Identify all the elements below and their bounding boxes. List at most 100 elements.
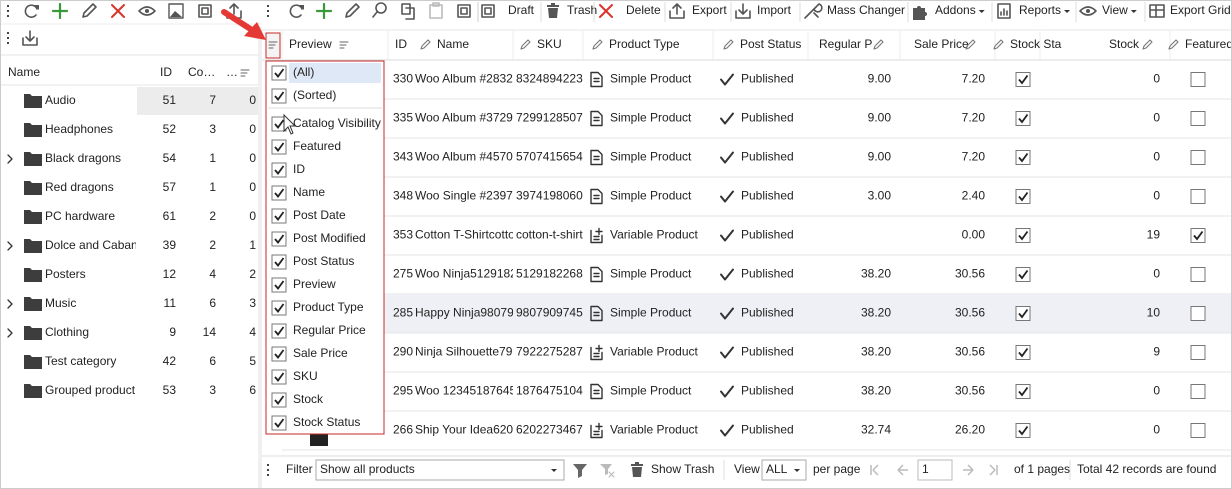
checkbox-mark[interactable] [274, 234, 285, 244]
category-name[interactable]: Audio [45, 93, 76, 107]
checkbox-mark[interactable] [274, 418, 285, 428]
refresh-icon[interactable] [289, 4, 303, 18]
checkbox-mark[interactable] [274, 188, 285, 198]
checkbox-mark[interactable] [1018, 347, 1029, 358]
grid-column-header[interactable]: Stock [1109, 37, 1140, 51]
checkbox-mark[interactable] [274, 303, 285, 313]
checkbox-mark[interactable] [1018, 269, 1029, 280]
category-name[interactable]: Music [45, 296, 76, 310]
x-icon[interactable] [111, 4, 125, 18]
box-icon[interactable] [457, 4, 471, 18]
category-name[interactable]: Dolce and Caban [45, 238, 138, 252]
column-menu-item[interactable]: Name [293, 185, 325, 199]
eye-icon[interactable] [1079, 6, 1097, 16]
pager-button[interactable] [963, 464, 974, 476]
eye-icon[interactable] [138, 6, 156, 16]
view-value[interactable]: ALL [766, 462, 788, 476]
trash-icon[interactable] [547, 3, 559, 18]
import-icon[interactable] [22, 30, 38, 46]
puzzle-icon[interactable] [913, 6, 927, 20]
grid-column-header[interactable]: Post Status [740, 37, 801, 51]
column-menu-item[interactable]: Stock [293, 392, 324, 406]
grid-column-header[interactable]: Sale Price [914, 37, 969, 51]
checkbox-mark[interactable] [274, 68, 285, 78]
column-menu-item[interactable]: Featured [293, 139, 341, 153]
checkbox-mark[interactable] [274, 119, 285, 129]
checkbox-mark[interactable] [274, 211, 285, 221]
grid-column-header[interactable]: Name [437, 37, 469, 51]
column-menu-item[interactable]: SKU [293, 369, 318, 383]
checkbox-mark[interactable] [274, 142, 285, 152]
pager-button[interactable] [870, 464, 879, 476]
toolbar-button[interactable]: Reports [1019, 3, 1061, 17]
checkbox-mark[interactable] [274, 326, 285, 336]
checkbox-mark[interactable] [274, 257, 285, 267]
toolbar-button[interactable]: Draft [508, 3, 535, 17]
pencil-icon[interactable] [345, 3, 360, 18]
checkbox-mark[interactable] [1193, 230, 1204, 241]
grid-column-header[interactable]: ID [395, 37, 407, 51]
image-icon[interactable] [168, 3, 184, 19]
box-icon[interactable] [198, 4, 212, 18]
category-name[interactable]: Grouped product [45, 383, 136, 397]
checkbox-mark[interactable] [274, 280, 285, 290]
checkbox-mark[interactable] [274, 395, 285, 405]
paste-icon[interactable] [429, 2, 443, 19]
tools-icon[interactable] [804, 3, 823, 19]
refresh-icon[interactable] [24, 4, 38, 18]
category-name[interactable]: Posters [45, 267, 86, 281]
column-menu-item[interactable]: Regular Price [293, 323, 366, 337]
pager-button[interactable] [897, 464, 908, 476]
category-name[interactable]: Clothing [45, 325, 89, 339]
grid-column-header[interactable]: SKU [537, 37, 562, 51]
filter-value[interactable]: Show all products [320, 462, 415, 476]
checkbox-mark[interactable] [274, 372, 285, 382]
column-menu-item[interactable]: Post Date [293, 208, 346, 222]
grid-column-header[interactable]: Featured [1185, 37, 1232, 51]
column-menu-item[interactable]: Preview [293, 277, 336, 291]
checkbox-mark[interactable] [274, 349, 285, 359]
toolbar-button[interactable]: Import [757, 3, 792, 17]
toolbar-button[interactable]: View [1102, 3, 1128, 17]
plus-icon[interactable] [315, 2, 333, 20]
eye-icon[interactable] [145, 9, 149, 13]
column-menu-item[interactable]: Post Status [293, 254, 354, 268]
column-menu-item[interactable]: Product Type [293, 300, 364, 314]
toolbar-button[interactable]: Export [692, 3, 727, 17]
image-icon[interactable] [170, 11, 182, 17]
category-name[interactable]: PC hardware [45, 209, 115, 223]
column-menu-item[interactable]: Sale Price [293, 346, 348, 360]
grid-column-header[interactable]: Preview [289, 37, 332, 51]
column-menu-item[interactable]: (Sorted) [293, 88, 336, 102]
grid-icon[interactable] [1149, 4, 1165, 18]
column-menu-item[interactable]: Catalog Visibility [293, 116, 381, 130]
toolbar-button[interactable]: Addons [935, 3, 976, 17]
export-icon[interactable] [669, 3, 685, 19]
checkbox-mark[interactable] [1018, 191, 1029, 202]
column-menu-item[interactable]: (All) [293, 65, 314, 79]
pencil-icon[interactable] [82, 3, 97, 18]
eye-icon[interactable] [1086, 9, 1090, 13]
category-name[interactable]: Black dragons [45, 151, 121, 165]
checkbox-mark[interactable] [1018, 308, 1029, 319]
checkbox-mark[interactable] [274, 165, 285, 175]
column-menu-item[interactable]: Stock Status [293, 415, 360, 429]
funnel-icon[interactable] [573, 464, 587, 478]
grid-column-header[interactable]: Stock Sta [1010, 37, 1062, 51]
refresh-icon[interactable] [299, 5, 304, 10]
trash-icon[interactable] [631, 462, 643, 477]
search-icon[interactable] [372, 2, 387, 18]
import-icon[interactable] [735, 3, 751, 19]
page-number[interactable]: 1 [922, 462, 929, 476]
checkbox-mark[interactable] [1018, 113, 1029, 124]
category-name[interactable]: Headphones [45, 122, 113, 136]
category-name[interactable]: Red dragons [45, 180, 114, 194]
box-icon[interactable] [481, 4, 495, 18]
checkbox-mark[interactable] [1018, 386, 1029, 397]
report-icon[interactable] [997, 3, 1011, 19]
column-menu-item[interactable]: ID [293, 162, 305, 176]
refresh-icon[interactable] [34, 5, 39, 10]
toolbar-button[interactable]: Delete [626, 3, 661, 17]
copy-icon[interactable] [401, 3, 415, 20]
checkbox-mark[interactable] [1018, 152, 1029, 163]
